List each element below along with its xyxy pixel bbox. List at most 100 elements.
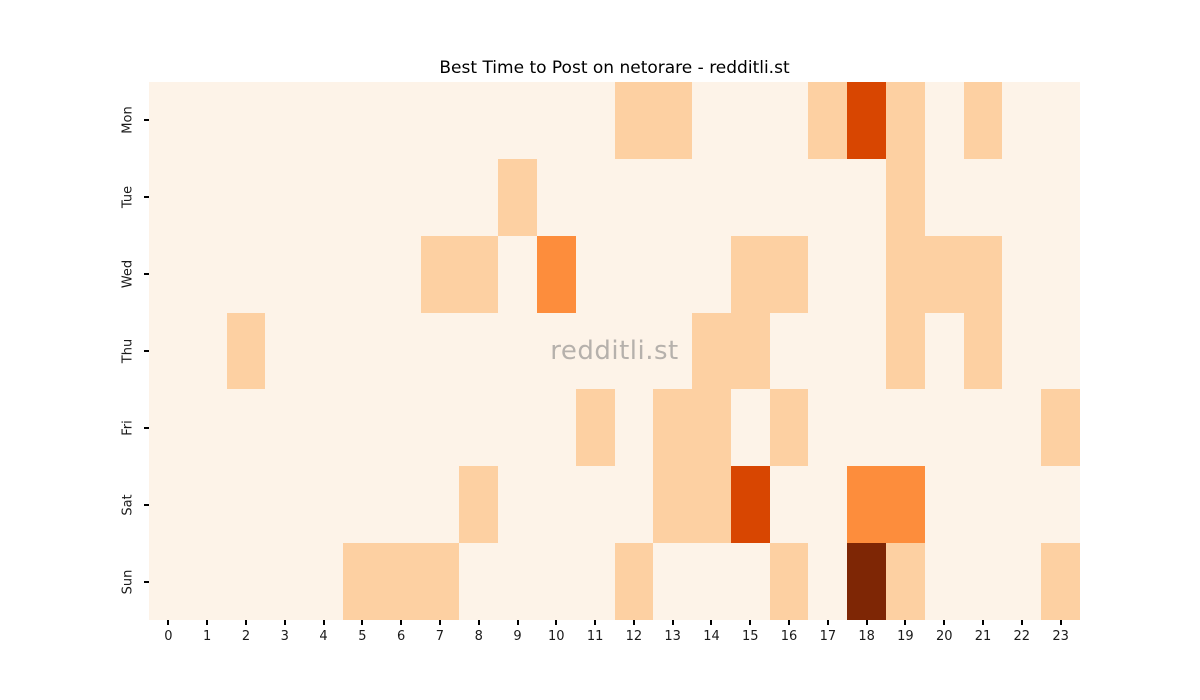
- heatmap-cell: [459, 466, 499, 544]
- heatmap-cell: [653, 389, 693, 467]
- heatmap-cell: [847, 235, 887, 313]
- heatmap-cell: [847, 82, 887, 159]
- plot-area: redditli.st: [149, 82, 1080, 620]
- x-axis-tick: [749, 620, 752, 625]
- heatmap-cell: [730, 389, 770, 467]
- y-axis-tick: [144, 350, 149, 352]
- heatmap-cell: [459, 389, 499, 467]
- x-axis-label: 23: [1052, 629, 1069, 644]
- y-axis-tick: [144, 119, 149, 122]
- heatmap-cell: [342, 466, 382, 544]
- heatmap-cell: [730, 312, 770, 390]
- x-axis-label: 18: [858, 629, 875, 644]
- heatmap-cell: [886, 82, 925, 159]
- heatmap-cell: [924, 389, 964, 467]
- heatmap-cell: [187, 389, 227, 467]
- x-axis-tick: [322, 620, 325, 625]
- heatmap-cell: [730, 82, 770, 159]
- x-axis-label: 2: [241, 629, 251, 644]
- x-axis-label: 11: [586, 629, 604, 644]
- heatmap-cell: [187, 82, 227, 159]
- heatmap-cell: [653, 312, 693, 390]
- heatmap-cell: [692, 82, 731, 159]
- heatmap-cell: [420, 158, 460, 236]
- x-axis-label: 14: [703, 629, 720, 644]
- y-axis: Mon Tue Wed Thu Fri Sat Sun: [0, 82, 149, 620]
- heatmap-cell: [886, 466, 925, 544]
- x-axis-label: 5: [358, 629, 367, 644]
- x-axis-tick: [710, 620, 713, 625]
- heatmap-cell: [614, 312, 654, 390]
- heatmap-cell: [381, 235, 421, 313]
- heatmap-cell: [498, 466, 537, 544]
- heatmap-cell: [498, 158, 537, 236]
- heatmap-cell: [1041, 82, 1080, 159]
- y-axis-label: Fri: [120, 420, 136, 436]
- heatmap-cell: [692, 158, 731, 236]
- heatmap-cell: [226, 389, 266, 467]
- heatmap-cell: [769, 389, 809, 467]
- heatmap-cell: [226, 543, 266, 620]
- heatmap-cell: [265, 543, 305, 620]
- heatmap-cell: [420, 312, 460, 390]
- heatmap-cell: [381, 82, 421, 159]
- heatmap-cell: [614, 235, 654, 313]
- heatmap-cell: [692, 389, 731, 467]
- x-axis-tick: [283, 620, 286, 625]
- heatmap-cell: [614, 543, 654, 620]
- x-axis-label: 3: [280, 629, 289, 644]
- heatmap-cell: [149, 466, 188, 544]
- heatmap-cell: [536, 235, 576, 313]
- x-axis-tick: [904, 620, 907, 625]
- heatmap-cell: [769, 543, 809, 620]
- heatmap-cell: [575, 312, 615, 390]
- heatmap-cell: [187, 235, 227, 313]
- heatmap-cell: [886, 543, 925, 620]
- heatmap-cell: [769, 312, 809, 390]
- heatmap-cell: [575, 389, 615, 467]
- heatmap-cell: [575, 466, 615, 544]
- heatmap-cell: [381, 158, 421, 236]
- heatmap-cell: [420, 466, 460, 544]
- heatmap-cell: [498, 389, 537, 467]
- heatmap-cell: [614, 466, 654, 544]
- heatmap-cell: [420, 389, 460, 467]
- heatmap-cell: [304, 235, 343, 313]
- x-axis-tick: [438, 620, 441, 625]
- heatmap-cell: [808, 389, 848, 467]
- heatmap-cell: [769, 82, 809, 159]
- heatmap-cell: [808, 82, 848, 159]
- y-axis-label: Sat: [120, 494, 136, 516]
- heatmap-cell: [730, 543, 770, 620]
- x-axis-label: 13: [664, 629, 681, 644]
- x-axis-label: 7: [435, 629, 445, 644]
- heatmap-cell: [1002, 543, 1042, 620]
- x-axis-tick: [594, 620, 597, 625]
- heatmap-cell: [730, 466, 770, 544]
- y-axis-label: Sun: [120, 569, 136, 594]
- heatmap-cell: [924, 82, 964, 159]
- heatmap-cell: [342, 82, 382, 159]
- x-axis-tick: [1059, 620, 1062, 625]
- heatmap-cell: [304, 466, 343, 544]
- heatmap-cell: [187, 543, 227, 620]
- heatmap-cell: [847, 466, 887, 544]
- heatmap-cell: [265, 466, 305, 544]
- heatmap-cell: [304, 82, 343, 159]
- heatmap-cell: [963, 466, 1003, 544]
- heatmap-cell: [847, 158, 887, 236]
- x-axis-label: 22: [1013, 629, 1031, 644]
- heatmap-cell: [226, 466, 266, 544]
- heatmap-cell: [886, 235, 925, 313]
- x-axis-label: 8: [474, 629, 483, 644]
- heatmap-cell: [265, 82, 305, 159]
- heatmap-cell: [459, 158, 499, 236]
- heatmap-cell: [1002, 82, 1042, 159]
- heatmap-cell: [575, 158, 615, 236]
- heatmap-cell: [381, 466, 421, 544]
- heatmap-cell: [924, 235, 964, 313]
- heatmap-cell: [1002, 466, 1042, 544]
- heatmap-cell: [1041, 466, 1080, 544]
- heatmap-cell: [304, 543, 343, 620]
